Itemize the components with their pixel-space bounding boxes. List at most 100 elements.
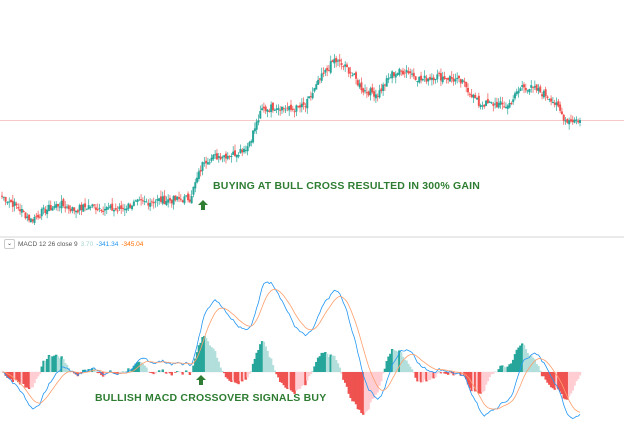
histogram-bar	[419, 372, 423, 383]
histogram-bar	[20, 372, 24, 384]
histogram-bar	[315, 361, 318, 372]
candle-body	[459, 79, 462, 84]
histogram-bar	[474, 372, 477, 392]
candle-body	[492, 103, 495, 106]
histogram-bar	[273, 370, 276, 372]
histogram-bar	[571, 372, 574, 391]
histogram-bar	[396, 351, 399, 372]
histogram-bar	[284, 372, 287, 388]
candle-body	[398, 68, 401, 75]
candle-body	[8, 201, 11, 203]
candle-body	[504, 107, 507, 109]
candle-body	[170, 199, 173, 204]
histogram-bar	[531, 357, 535, 372]
candle-body	[456, 77, 459, 80]
histogram-bar	[369, 372, 372, 403]
histogram-bar	[490, 372, 493, 375]
histogram-bar	[186, 372, 190, 373]
candle-body	[479, 105, 482, 107]
histogram-bar	[45, 358, 49, 372]
candle-body	[282, 108, 285, 110]
histogram-bar	[259, 344, 262, 372]
histogram-bar	[324, 352, 327, 372]
histogram-bar	[235, 372, 239, 384]
candle-body	[351, 75, 354, 77]
histogram-bar	[548, 372, 551, 385]
candle-body	[503, 106, 506, 108]
candle-body	[185, 195, 188, 197]
histogram-bar	[38, 372, 42, 375]
candle-body	[26, 216, 29, 219]
histogram-bar	[176, 371, 179, 372]
histogram-bar	[145, 367, 148, 372]
candle-body	[33, 217, 36, 224]
histogram-bar	[380, 372, 383, 382]
histogram-bar	[398, 350, 401, 372]
candle-body	[382, 84, 385, 91]
candle-body	[51, 207, 54, 211]
histogram-bar	[430, 372, 434, 379]
histogram-bar	[540, 372, 544, 377]
histogram-bar	[251, 363, 255, 372]
histogram-bar	[338, 367, 341, 372]
candle-body	[78, 205, 81, 211]
candle-body	[11, 200, 14, 207]
histogram-bar	[80, 372, 83, 374]
histogram-bar	[327, 357, 331, 372]
histogram-bar	[165, 372, 168, 374]
candle-body	[262, 106, 265, 109]
histogram-bar	[336, 363, 340, 372]
histogram-bar	[289, 372, 293, 391]
candle-body	[215, 153, 218, 160]
candle-body	[96, 209, 99, 211]
histogram-bar	[535, 364, 538, 372]
candle-body	[472, 94, 475, 98]
histogram-bar	[385, 361, 388, 372]
candle-body	[136, 199, 139, 202]
candle-body	[501, 102, 504, 105]
candle-body	[150, 201, 153, 203]
histogram-bar	[170, 372, 173, 376]
candle-body	[541, 94, 544, 97]
candle-body	[53, 205, 56, 208]
histogram-bar	[477, 372, 481, 394]
candle-body	[112, 209, 115, 212]
histogram-bar	[204, 338, 208, 372]
histogram-bar	[504, 367, 508, 372]
candle-body	[468, 93, 471, 95]
candle-body	[55, 204, 58, 208]
candle-body	[15, 203, 18, 206]
candle-body	[64, 206, 67, 209]
histogram-bar	[100, 372, 103, 376]
candle-body	[273, 109, 276, 111]
candle-body	[46, 209, 49, 215]
candle-body	[131, 205, 134, 210]
candle-body	[324, 69, 327, 73]
histogram-bar	[416, 372, 419, 382]
histogram-bar	[334, 359, 338, 372]
histogram-bar	[340, 372, 343, 374]
histogram-bar	[428, 372, 432, 380]
candle-body	[132, 201, 135, 206]
candle-body	[149, 202, 152, 207]
candle-body	[1, 195, 3, 197]
histogram-bar	[239, 372, 242, 382]
histogram-bar	[302, 372, 305, 385]
candle-body	[564, 120, 567, 122]
histogram-bar	[266, 350, 269, 372]
candle-body	[329, 61, 332, 73]
histogram-bar	[228, 372, 231, 381]
candle-body	[154, 201, 157, 203]
candle-body	[255, 121, 258, 130]
collapse-chevron-icon[interactable]: ⌄	[4, 239, 15, 249]
candle-body	[411, 73, 414, 75]
candle-body	[270, 104, 273, 113]
candle-body	[235, 154, 238, 158]
histogram-bar	[343, 372, 347, 383]
candle-body	[577, 120, 580, 123]
candle-body	[19, 209, 22, 212]
histogram-bar	[448, 372, 452, 373]
candle-body	[486, 99, 489, 104]
candle-body	[141, 200, 144, 202]
